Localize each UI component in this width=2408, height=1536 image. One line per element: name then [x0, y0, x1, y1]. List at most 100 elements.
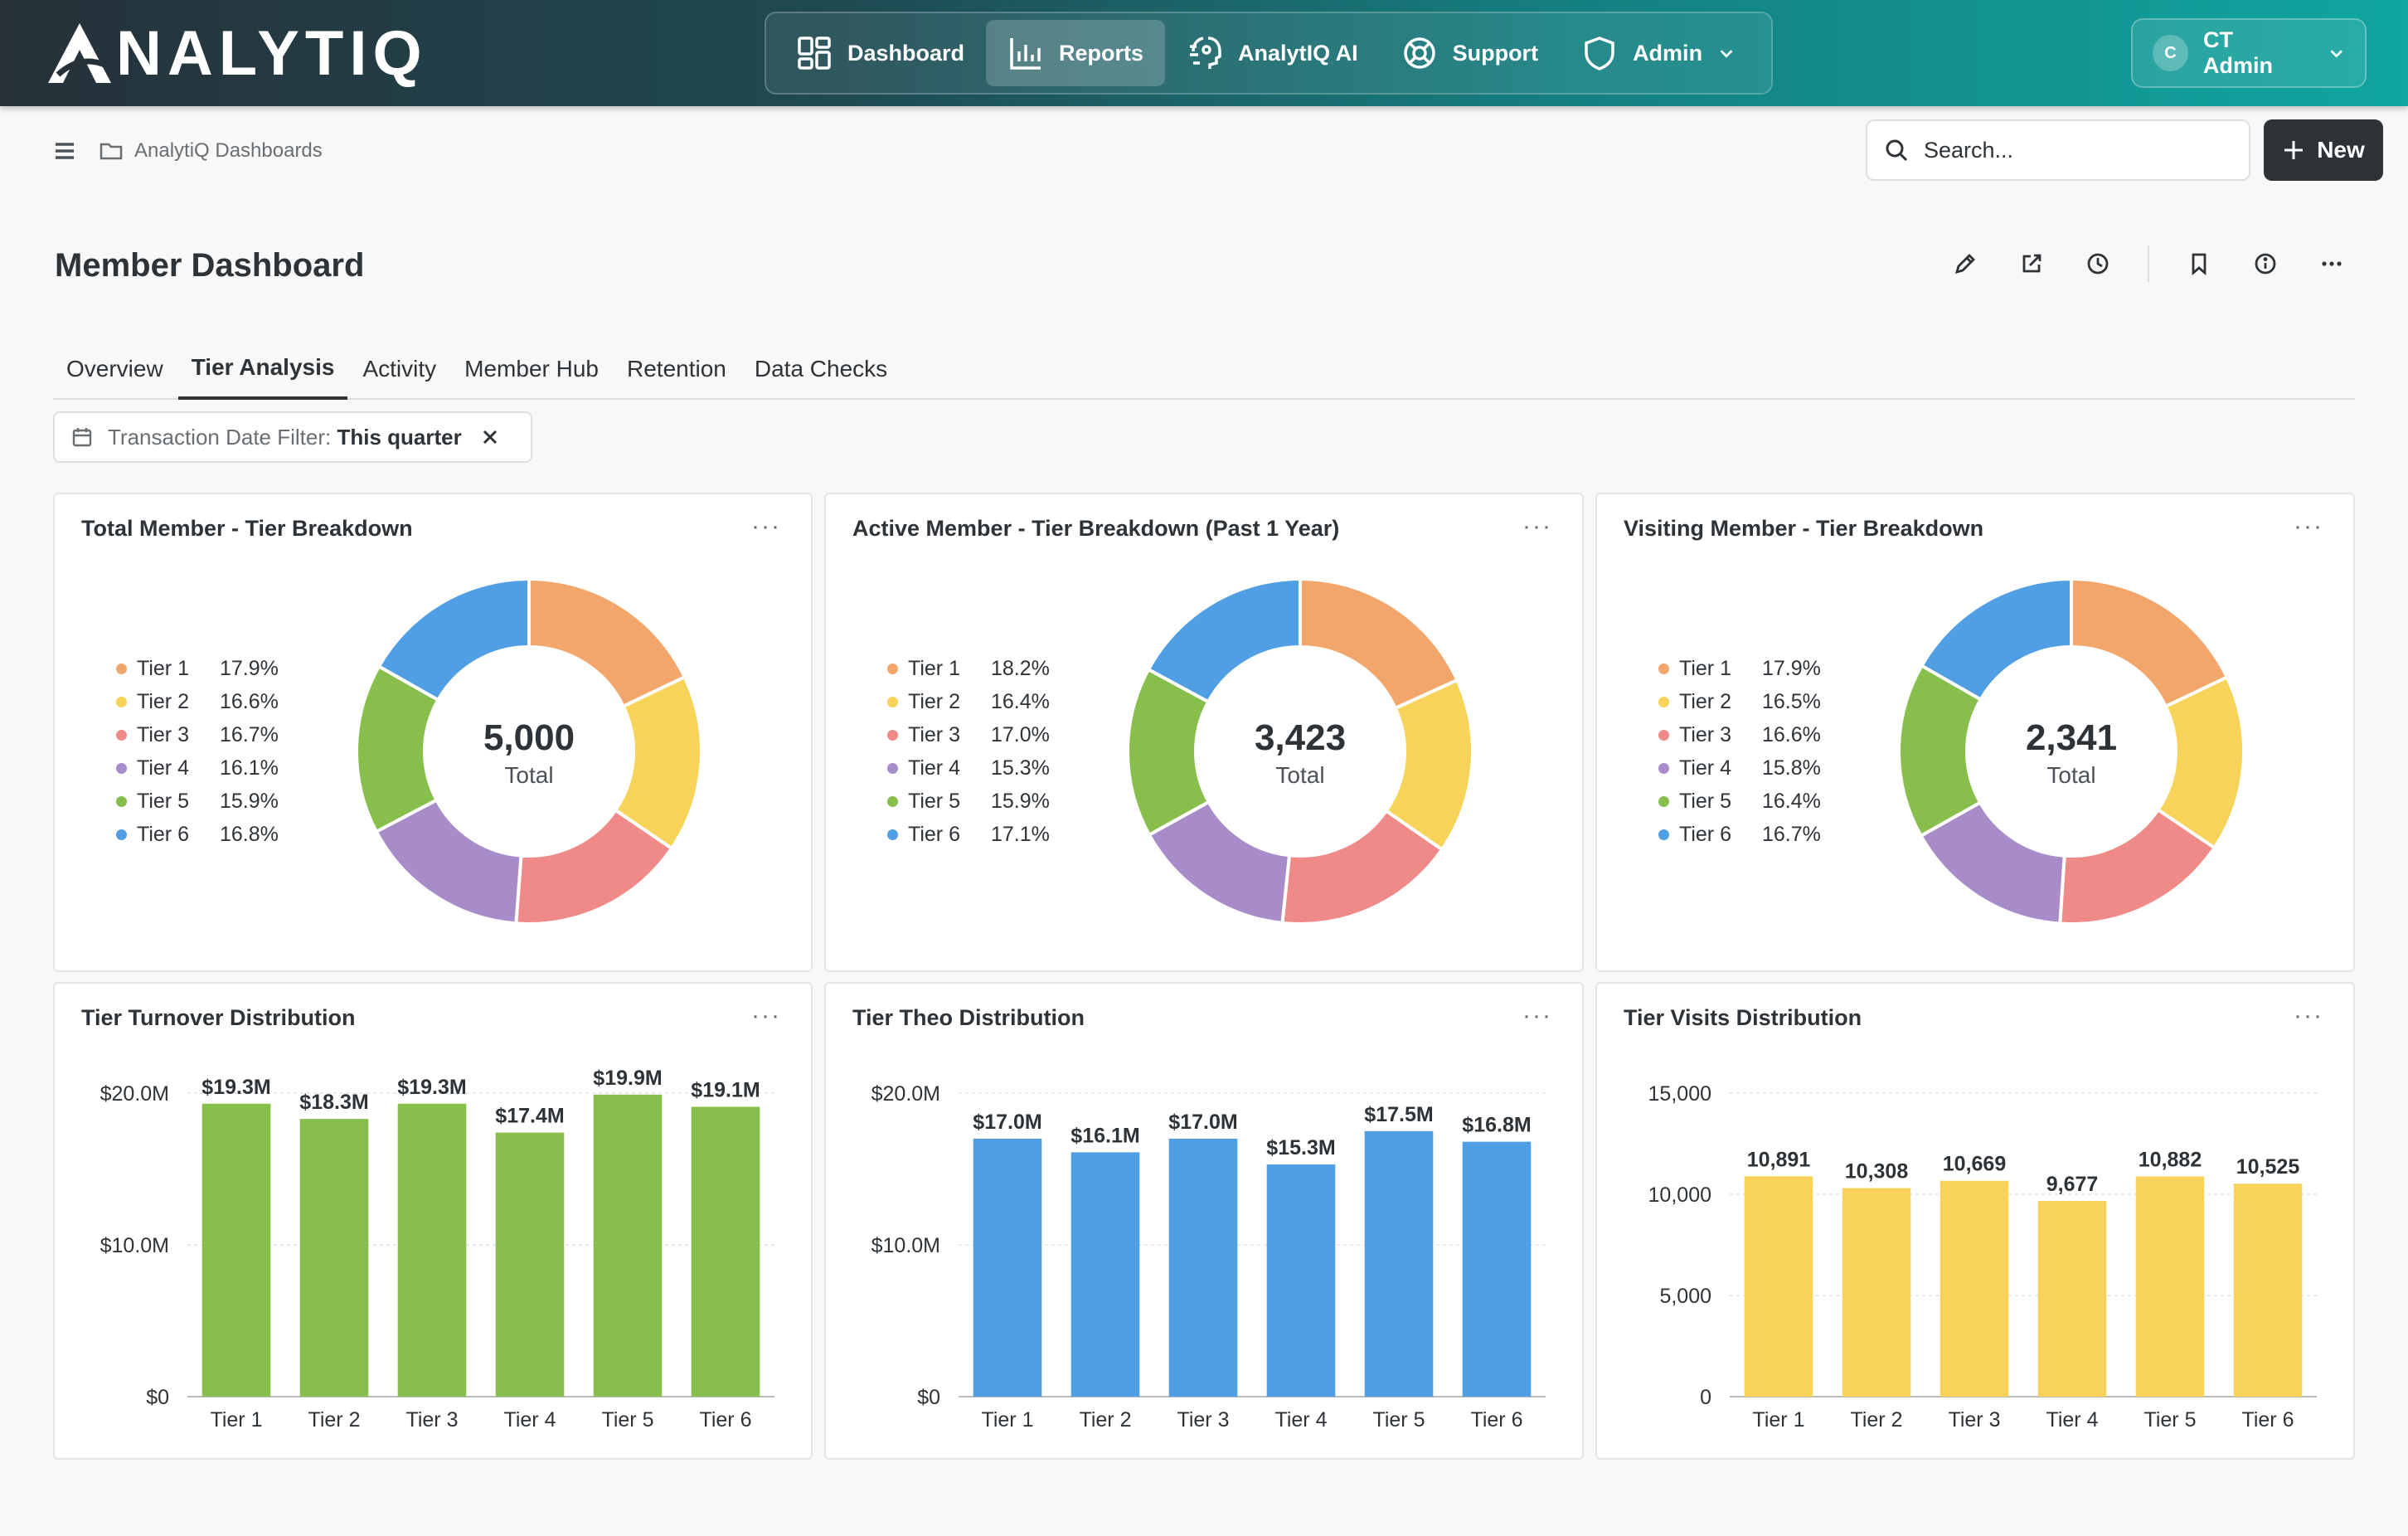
date-filter-chip[interactable]: Transaction Date Filter: This quarter: [53, 411, 532, 463]
legend-item-tier-4[interactable]: Tier 4 16.1%: [116, 751, 279, 785]
legend-value: 16.6%: [220, 689, 279, 713]
card-menu-button[interactable]: ···: [1522, 513, 1552, 540]
tab-member-hub[interactable]: Member Hub: [464, 356, 599, 382]
user-menu-button[interactable]: C CT Admin: [2131, 18, 2367, 88]
bar-tier-6[interactable]: [1462, 1141, 1532, 1397]
x-tick-label: Tier 4: [2046, 1408, 2099, 1431]
legend-swatch: [887, 696, 898, 707]
tab-tier-analysis[interactable]: Tier Analysis: [177, 338, 348, 400]
legend-item-tier-1[interactable]: Tier 1 18.2%: [887, 652, 1050, 685]
legend-label: Tier 2: [137, 689, 189, 713]
breadcrumb-folder[interactable]: AnalytiQ Dashboards: [100, 139, 323, 163]
analytiq-logo[interactable]: NALYTIQ: [46, 18, 428, 89]
bar-tier-3[interactable]: [1940, 1180, 2009, 1397]
legend-item-tier-6[interactable]: Tier 6 16.8%: [116, 818, 279, 851]
legend-value: 16.7%: [1762, 822, 1821, 846]
bar-tier-1[interactable]: [1744, 1176, 1813, 1397]
legend-item-tier-2[interactable]: Tier 2 16.4%: [887, 685, 1050, 718]
nav-reports[interactable]: Reports: [986, 20, 1166, 86]
tab-retention[interactable]: Retention: [627, 356, 726, 382]
legend-item-tier-6[interactable]: Tier 6 17.1%: [887, 818, 1050, 851]
legend-item-tier-2[interactable]: Tier 2 16.6%: [116, 685, 279, 718]
bar-tier-3[interactable]: [1168, 1138, 1238, 1397]
bar-tier-5[interactable]: [2135, 1176, 2205, 1397]
legend-value: 15.9%: [991, 789, 1050, 813]
nav-dashboard[interactable]: Dashboard: [774, 20, 986, 86]
x-tick-label: Tier 6: [700, 1408, 752, 1431]
bar-tier-4[interactable]: [2037, 1200, 2107, 1397]
legend-value: 16.1%: [220, 756, 279, 780]
close-icon[interactable]: [480, 427, 500, 447]
tab-data-checks[interactable]: Data Checks: [754, 356, 888, 382]
history-button[interactable]: [2065, 241, 2131, 287]
legend-item-tier-4[interactable]: Tier 4 15.3%: [887, 751, 1050, 785]
tab-activity[interactable]: Activity: [362, 356, 437, 382]
bar-tier-3[interactable]: [397, 1103, 467, 1397]
legend-item-tier-3[interactable]: Tier 3 17.0%: [887, 718, 1050, 751]
plus-icon: [2284, 141, 2304, 159]
nav-admin-label: Admin: [1633, 40, 1703, 66]
share-button[interactable]: [1998, 241, 2065, 287]
legend-item-tier-3[interactable]: Tier 3 16.7%: [116, 718, 279, 751]
legend-label: Tier 1: [1679, 656, 1731, 680]
more-options-button[interactable]: [2299, 241, 2365, 287]
card-menu-button[interactable]: ···: [1522, 1002, 1552, 1029]
edit-button[interactable]: [1932, 241, 1998, 287]
legend-label: Tier 4: [137, 756, 189, 780]
bar-tier-2[interactable]: [1842, 1188, 1911, 1397]
bar-tier-1[interactable]: [201, 1103, 271, 1397]
nav-support[interactable]: Support: [1380, 20, 1560, 86]
info-button[interactable]: [2232, 241, 2299, 287]
new-button[interactable]: New: [2264, 119, 2383, 181]
nav-analytiq-ai[interactable]: AnalytIQ AI: [1165, 20, 1380, 86]
card-menu-button[interactable]: ···: [2294, 513, 2323, 540]
legend-item-tier-5[interactable]: Tier 5 16.4%: [1658, 785, 1821, 818]
legend-label: Tier 3: [1679, 722, 1731, 746]
nav-admin[interactable]: Admin: [1560, 20, 1757, 86]
donut-slice-tier-1[interactable]: [1299, 577, 1460, 711]
tab-overview[interactable]: Overview: [66, 356, 163, 382]
legend-item-tier-5[interactable]: Tier 5 15.9%: [116, 785, 279, 818]
legend-item-tier-1[interactable]: Tier 1 17.9%: [116, 652, 279, 685]
legend-value: 15.3%: [991, 756, 1050, 780]
legend-swatch: [887, 729, 898, 741]
bar-value-label: $15.3M: [1266, 1136, 1335, 1159]
bar-tier-6[interactable]: [2233, 1184, 2303, 1397]
bar-tier-5[interactable]: [1364, 1130, 1434, 1397]
legend-item-tier-5[interactable]: Tier 5 15.9%: [887, 785, 1050, 818]
bar-tier-4[interactable]: [495, 1132, 565, 1397]
legend-value: 16.7%: [220, 722, 279, 746]
search-box[interactable]: [1866, 119, 2250, 181]
bar-tier-5[interactable]: [593, 1094, 663, 1397]
bar-tier-4[interactable]: [1266, 1164, 1336, 1397]
legend-value: 17.9%: [1762, 656, 1821, 680]
bookmark-button[interactable]: [2166, 241, 2232, 287]
legend-item-tier-1[interactable]: Tier 1 17.9%: [1658, 652, 1821, 685]
card-title: Tier Theo Distribution: [852, 1005, 1085, 1030]
legend-label: Tier 6: [1679, 822, 1731, 846]
bar-tier-2[interactable]: [299, 1119, 369, 1397]
card-menu-button[interactable]: ···: [2294, 1002, 2323, 1029]
y-tick-label: $20.0M: [100, 1082, 169, 1106]
bar-card-visits: Tier Visits Distribution ··· 0 5,000 10,00…: [1595, 982, 2355, 1460]
hamburger-menu-icon[interactable]: [53, 141, 76, 161]
legend-item-tier-3[interactable]: Tier 3 16.6%: [1658, 718, 1821, 751]
card-menu-button[interactable]: ···: [751, 1002, 781, 1029]
search-input[interactable]: [1924, 137, 2222, 163]
bar-tier-6[interactable]: [691, 1106, 760, 1397]
donut-slice-tier-6[interactable]: [376, 577, 531, 702]
legend-value: 16.6%: [1762, 722, 1821, 746]
legend-swatch: [887, 795, 898, 807]
card-title: Tier Visits Distribution: [1624, 1005, 1862, 1030]
bar-tier-2[interactable]: [1070, 1152, 1140, 1397]
info-icon: [2255, 253, 2276, 275]
donut-slice-tier-6[interactable]: [1919, 577, 2073, 702]
legend-label: Tier 3: [137, 722, 189, 746]
legend-item-tier-2[interactable]: Tier 2 16.5%: [1658, 685, 1821, 718]
bar-tier-1[interactable]: [973, 1138, 1042, 1397]
card-menu-button[interactable]: ···: [751, 513, 781, 540]
bar-value-label: $16.8M: [1462, 1114, 1531, 1137]
legend-item-tier-4[interactable]: Tier 4 15.8%: [1658, 751, 1821, 785]
donut-slice-tier-6[interactable]: [1146, 577, 1302, 704]
legend-item-tier-6[interactable]: Tier 6 16.7%: [1658, 818, 1821, 851]
